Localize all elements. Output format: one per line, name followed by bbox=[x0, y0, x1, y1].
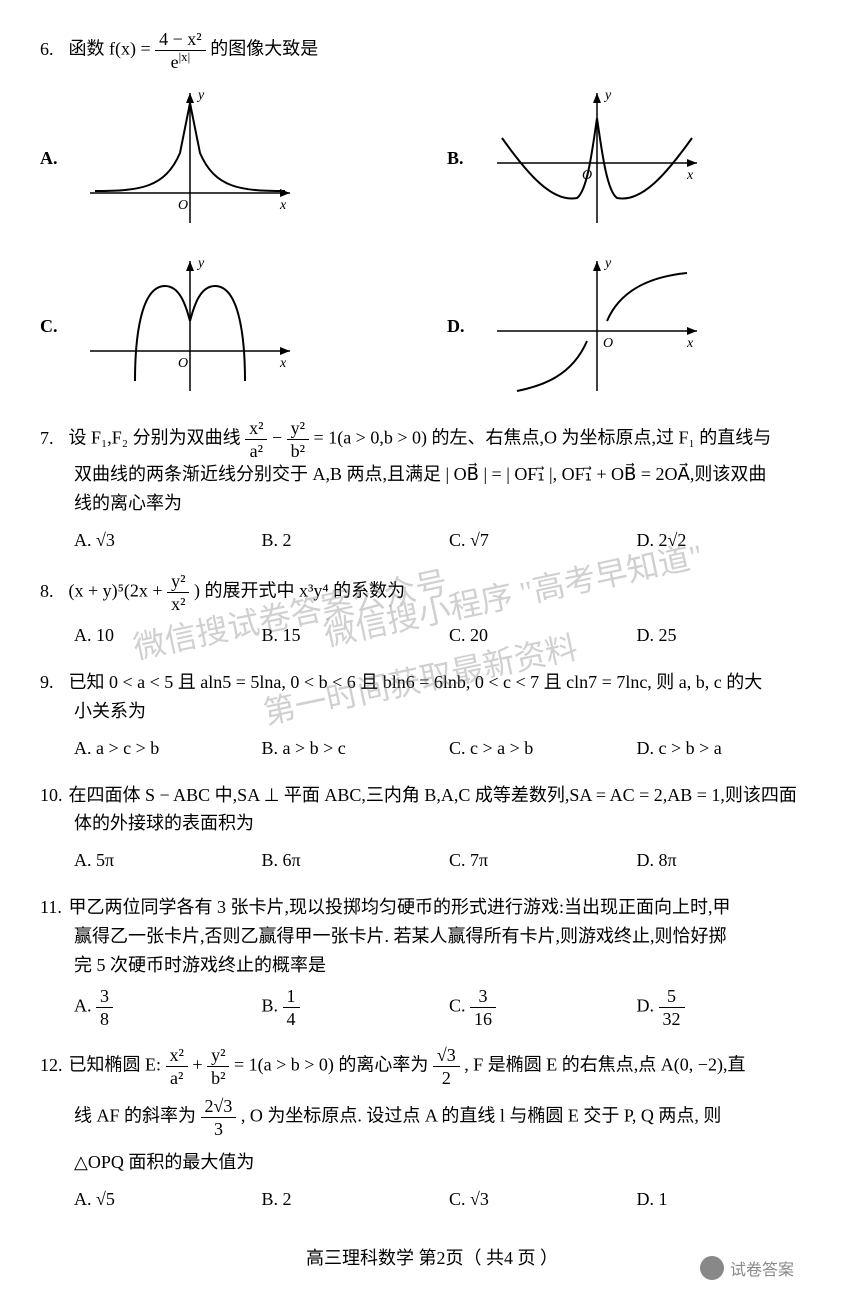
q6-graphs-row1: A. y x O B. bbox=[40, 83, 824, 233]
q6-B-label: B. bbox=[447, 144, 487, 173]
q6-A-label: A. bbox=[40, 144, 80, 173]
q7-A: A. √3 bbox=[74, 526, 262, 555]
q11-number: 11. bbox=[40, 893, 64, 922]
svg-text:O: O bbox=[603, 336, 613, 351]
q11-B: B. 14 bbox=[262, 987, 450, 1028]
q8-options: A. 10 B. 15 C. 20 D. 25 bbox=[74, 621, 824, 650]
q7-number: 7. bbox=[40, 424, 64, 453]
q8-number: 8. bbox=[40, 577, 64, 606]
question-10: 10. 在四面体 S − ABC 中,SA ⊥ 平面 ABC,三内角 B,A,C… bbox=[40, 781, 824, 875]
q8-B: B. 15 bbox=[262, 621, 450, 650]
svg-text:y: y bbox=[196, 256, 205, 271]
question-9: 9. 已知 0 < a < 5 且 aln5 = 5lna, 0 < b < 6… bbox=[40, 668, 824, 762]
q12-A: A. √5 bbox=[74, 1185, 262, 1214]
q6-fraction: 4 − x² e|x| bbox=[155, 30, 206, 71]
svg-text:x: x bbox=[686, 336, 694, 351]
question-11: 11. 甲乙两位同学各有 3 张卡片,现以投掷均匀硬币的形式进行游戏:当出现正面… bbox=[40, 893, 824, 1028]
q9-options: A. a > c > b B. a > b > c C. c > a > b D… bbox=[74, 734, 824, 763]
q11-A: A. 38 bbox=[74, 987, 262, 1028]
q6-graph-D: y x O bbox=[487, 251, 707, 401]
page: 6. 函数 f(x) = 4 − x² e|x| 的图像大致是 A. y x O bbox=[0, 0, 854, 1310]
q6-D-label: D. bbox=[447, 312, 487, 341]
q8-D: D. 25 bbox=[637, 621, 825, 650]
question-7: 7. 设 F₁,F₂ 分别为双曲线 x²a² − y²b² = 1(a > 0,… bbox=[40, 419, 824, 554]
q10-number: 10. bbox=[40, 781, 64, 810]
q12-D: D. 1 bbox=[637, 1185, 825, 1214]
wechat-icon bbox=[700, 1256, 724, 1280]
q10-D: D. 8π bbox=[637, 846, 825, 875]
svg-text:O: O bbox=[178, 356, 188, 371]
q9-D: D. c > b > a bbox=[637, 734, 825, 763]
q6-graph-A: y x O bbox=[80, 83, 300, 233]
q9-C: C. c > a > b bbox=[449, 734, 637, 763]
q7-options: A. √3 B. 2 C. √7 D. 2√2 bbox=[74, 526, 824, 555]
svg-text:O: O bbox=[178, 198, 188, 213]
q10-options: A. 5π B. 6π C. 7π D. 8π bbox=[74, 846, 824, 875]
question-12: 12. 已知椭圆 E: x²a² + y²b² = 1(a > b > 0) 的… bbox=[40, 1046, 824, 1214]
q9-number: 9. bbox=[40, 668, 64, 697]
wechat-badge: 试卷答案 bbox=[700, 1256, 794, 1280]
svg-text:y: y bbox=[603, 256, 612, 271]
q10-B: B. 6π bbox=[262, 846, 450, 875]
q6-text-1: 函数 f(x) = bbox=[69, 39, 156, 59]
q9-A: A. a > c > b bbox=[74, 734, 262, 763]
svg-text:x: x bbox=[686, 168, 694, 183]
q9-B: B. a > b > c bbox=[262, 734, 450, 763]
q7-B: B. 2 bbox=[262, 526, 450, 555]
question-8: 8. (x + y)⁵(2x + y²x² ) 的展开式中 x³y⁴ 的系数为 … bbox=[40, 572, 824, 650]
q10-C: C. 7π bbox=[449, 846, 637, 875]
q6-graph-B: y x O bbox=[487, 83, 707, 233]
q12-number: 12. bbox=[40, 1051, 64, 1080]
q6-number: 6. bbox=[40, 35, 64, 64]
q7-C: C. √7 bbox=[449, 526, 637, 555]
svg-text:x: x bbox=[279, 356, 287, 371]
q6-text-2: 的图像大致是 bbox=[210, 39, 318, 59]
q11-D: D. 532 bbox=[637, 987, 825, 1028]
q12-B: B. 2 bbox=[262, 1185, 450, 1214]
q10-A: A. 5π bbox=[74, 846, 262, 875]
q6-graph-C: y x O bbox=[80, 251, 300, 401]
q8-C: C. 20 bbox=[449, 621, 637, 650]
q11-C: C. 316 bbox=[449, 987, 637, 1028]
wechat-label: 试卷答案 bbox=[730, 1256, 794, 1280]
q6-graphs-row2: C. y x O D. bbox=[40, 251, 824, 401]
q7-D: D. 2√2 bbox=[637, 526, 825, 555]
q12-C: C. √3 bbox=[449, 1185, 637, 1214]
q8-A: A. 10 bbox=[74, 621, 262, 650]
question-6: 6. 函数 f(x) = 4 − x² e|x| 的图像大致是 A. y x O bbox=[40, 30, 824, 401]
svg-text:x: x bbox=[279, 198, 287, 213]
svg-text:y: y bbox=[603, 88, 612, 103]
q12-options: A. √5 B. 2 C. √3 D. 1 bbox=[74, 1185, 824, 1214]
q11-options: A. 38 B. 14 C. 316 D. 532 bbox=[74, 987, 824, 1028]
q6-C-label: C. bbox=[40, 312, 80, 341]
svg-text:y: y bbox=[196, 88, 205, 103]
